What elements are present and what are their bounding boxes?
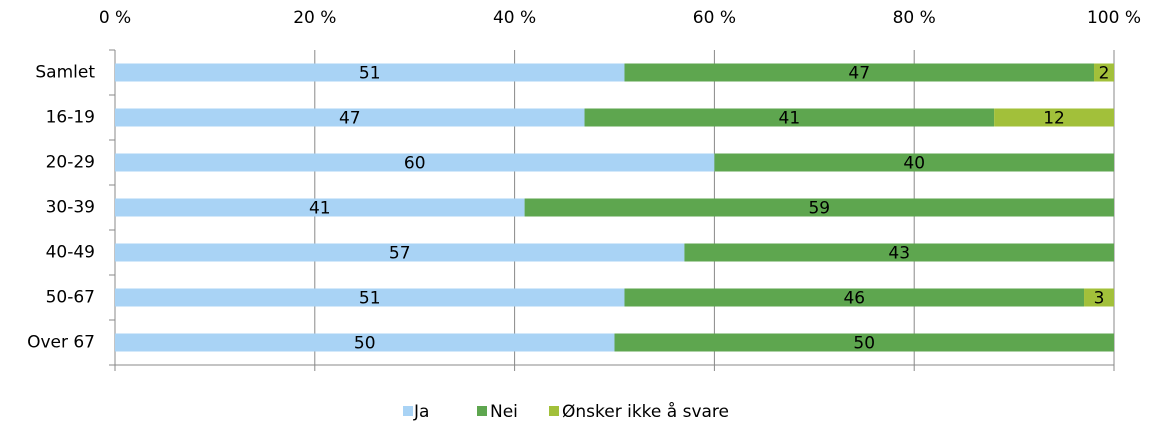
value-label: 59 [808,199,830,219]
bar-segment [994,108,1114,127]
value-label: 43 [888,244,910,264]
legend-swatch [549,406,559,416]
y-tick-label: Samlet [35,63,95,83]
bar-segment [624,63,1095,82]
bar-segment [115,108,585,127]
value-label: 47 [848,64,870,84]
legend-swatch [403,406,413,416]
x-tick-label: 20 % [293,8,336,28]
value-label: 40 [903,154,925,174]
x-tick-label: 80 % [893,8,936,28]
value-label: 3 [1094,289,1105,309]
y-tick-label: 40-49 [46,243,95,263]
value-label: 2 [1099,64,1110,84]
bar-segment [684,243,1114,262]
y-tick-label: 50-67 [46,288,95,308]
bar-segment [714,153,1114,172]
bar-segment [624,288,1085,307]
value-label: 12 [1043,109,1065,129]
bar-segment [1094,63,1114,82]
bar-segment [584,108,995,127]
bar-segment [115,63,625,82]
value-label: 57 [389,244,411,264]
y-tick-label: 16-19 [46,108,95,128]
value-label: 51 [359,64,381,84]
value-label: 41 [779,109,801,129]
bar-segment [524,198,1114,217]
bar-segment [115,333,615,352]
value-label: 47 [339,109,361,129]
legend-label: Nei [490,402,518,422]
bar-segment [115,153,715,172]
bar-segment [115,243,685,262]
value-label: 51 [359,289,381,309]
legend-label: Ønsker ikke å svare [562,401,729,422]
x-tick-label: 0 % [99,8,131,28]
bar-segment [614,333,1114,352]
value-label: 46 [843,289,865,309]
value-label: 50 [354,334,376,354]
y-tick-label: Over 67 [27,333,95,353]
y-tick-label: 20-29 [46,153,95,173]
value-label: 50 [853,334,875,354]
bar-segment [115,288,625,307]
legend-swatch [477,406,487,416]
value-label: 41 [309,199,331,219]
legend-label: Ja [413,402,429,422]
x-tick-label: 60 % [693,8,736,28]
x-tick-label: 40 % [493,8,536,28]
bar-segment [1084,288,1114,307]
bar-segment [115,198,525,217]
y-tick-label: 30-39 [46,198,95,218]
value-label: 60 [404,154,426,174]
x-tick-label: 100 % [1087,8,1141,28]
